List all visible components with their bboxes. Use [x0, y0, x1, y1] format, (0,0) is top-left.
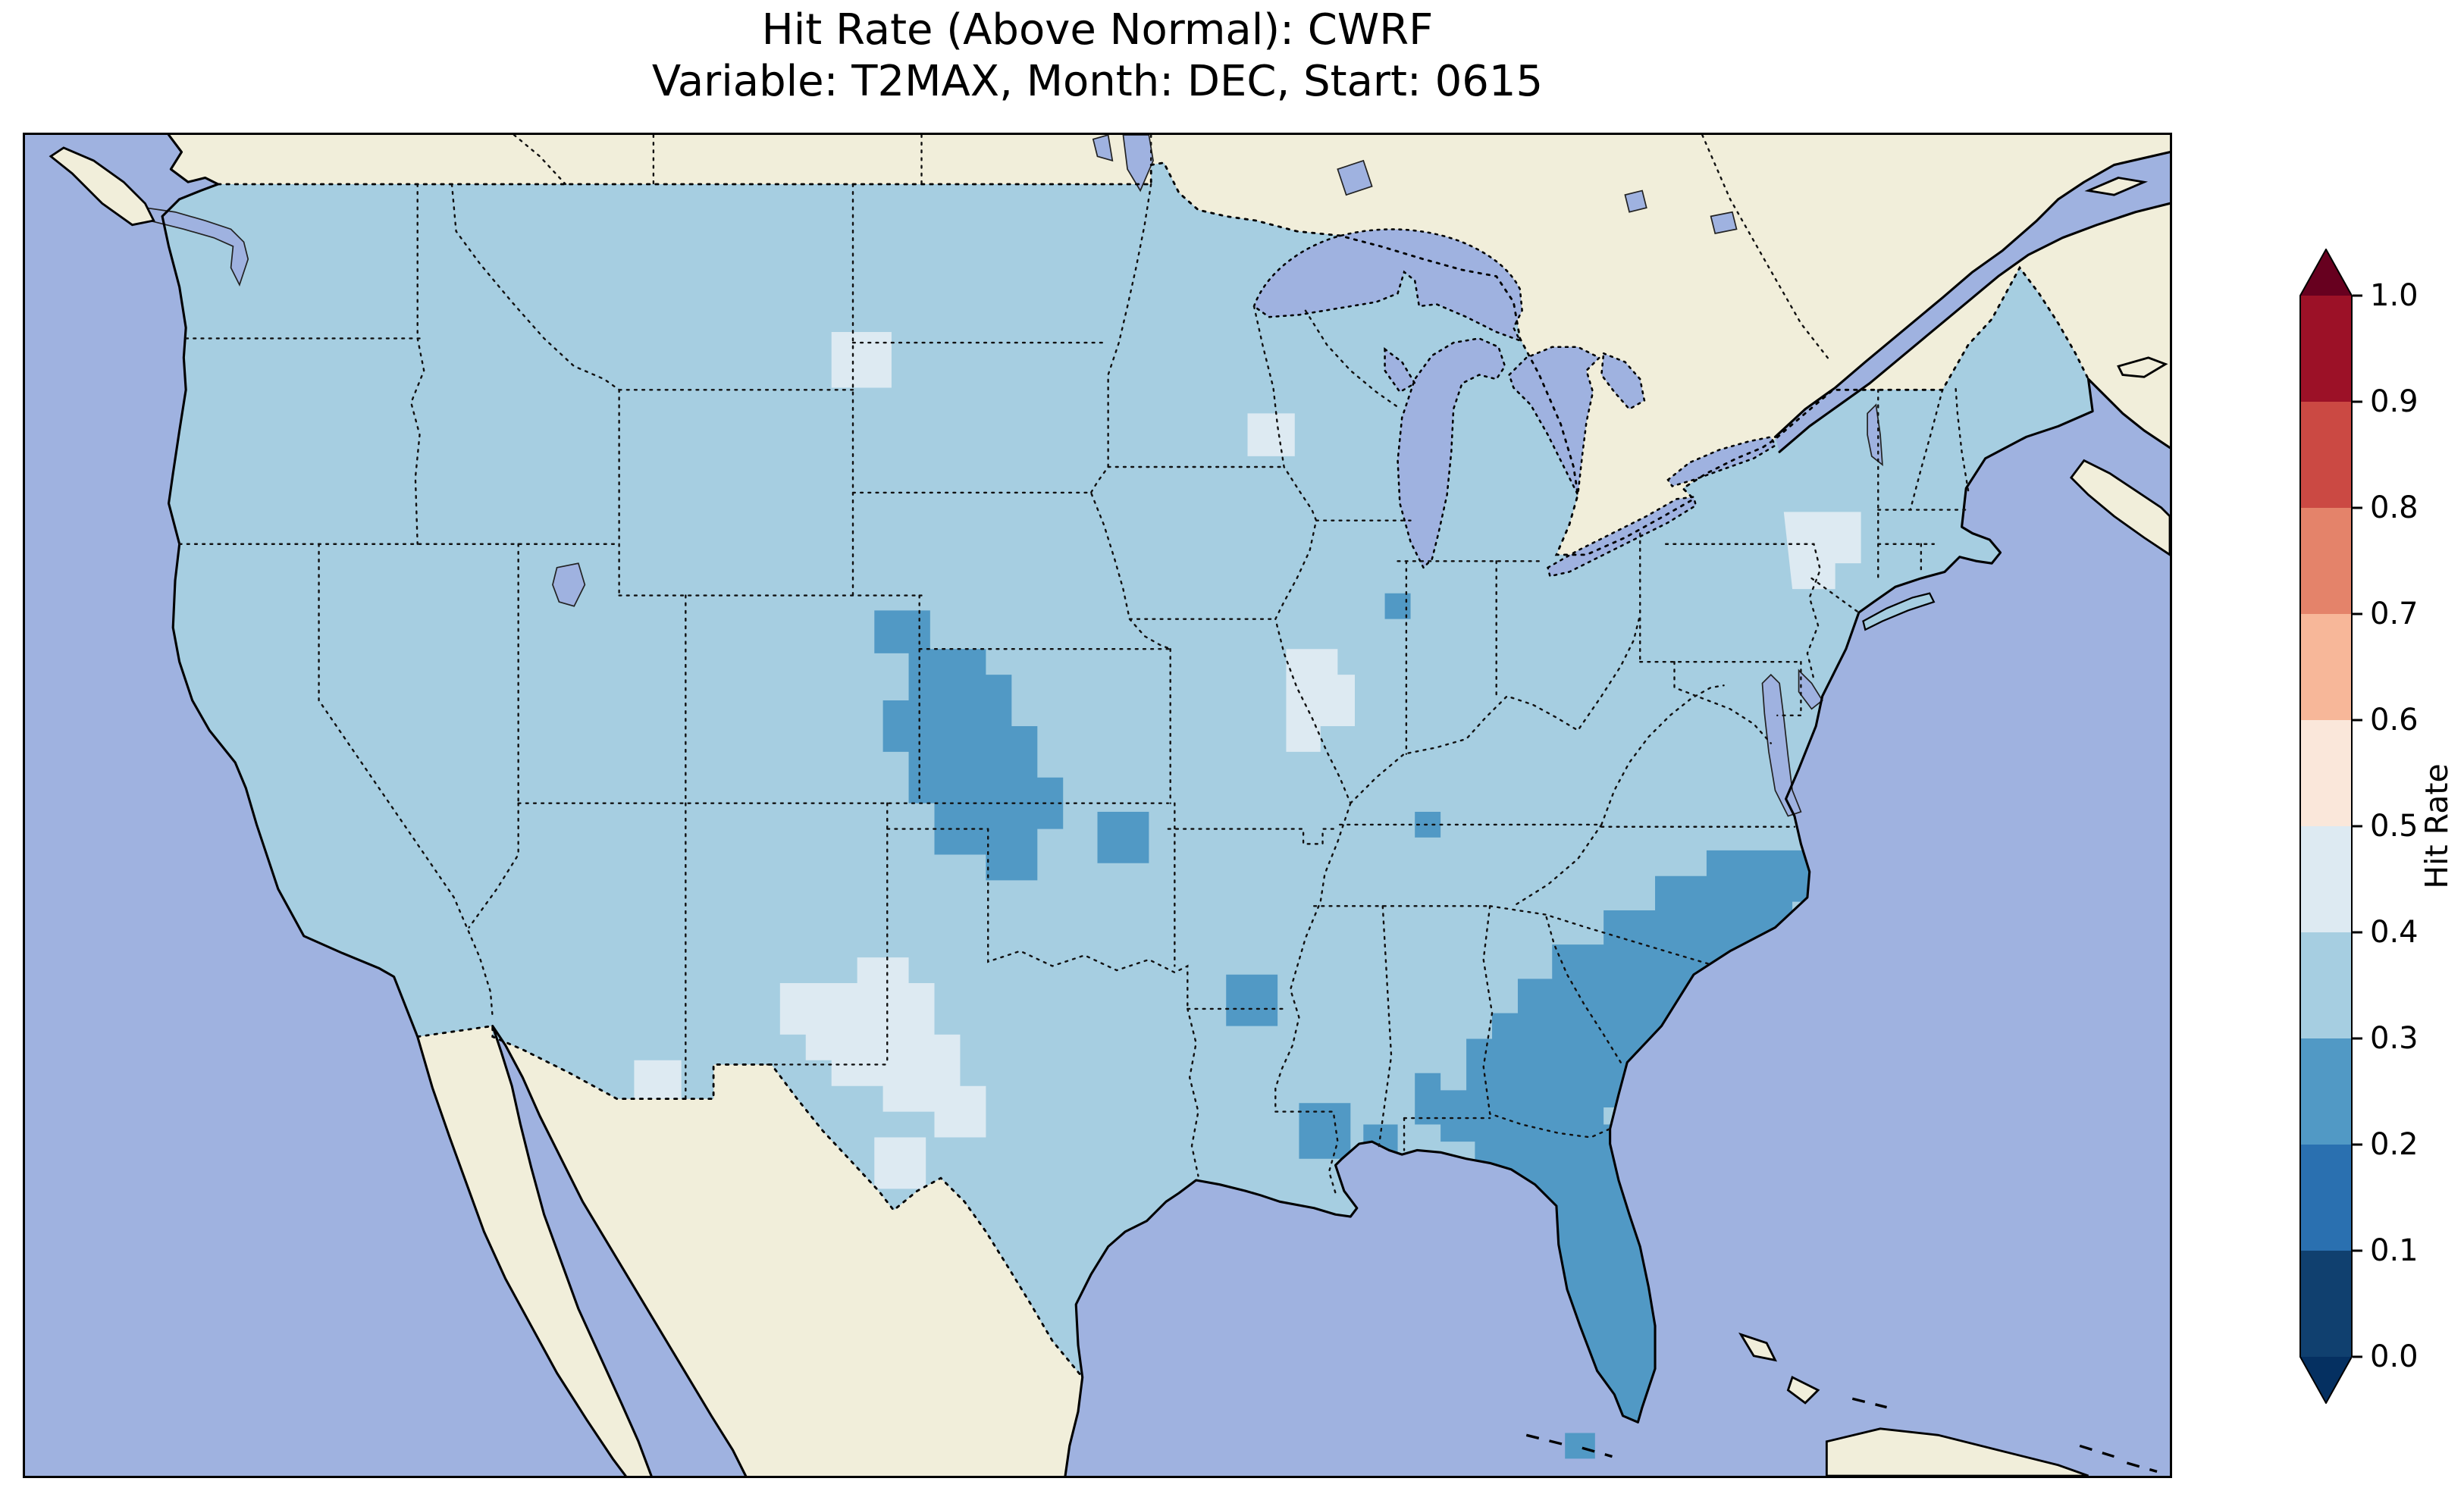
colorbar-tick-mark — [2353, 1355, 2362, 1358]
colorbar-band — [2300, 720, 2352, 826]
colorbar-band — [2300, 1038, 2352, 1145]
mexico-baja-landmass — [417, 1026, 652, 1476]
colorbar-tick-label: 0.1 — [2370, 1233, 2419, 1268]
colorbar-tick-label: 1.0 — [2370, 278, 2419, 313]
colorbar-tick-label: 0.9 — [2370, 384, 2419, 419]
us-mexico-border — [416, 1024, 1084, 1379]
colorbar-tick-label: 0.0 — [2370, 1339, 2419, 1374]
colorbar-band — [2300, 296, 2352, 402]
colorbar — [2299, 249, 2353, 1404]
colorbar-tick-mark — [2353, 506, 2362, 509]
colorbar-band — [2300, 508, 2352, 614]
hit-rate-cells-04-05 — [539, 331, 1861, 1189]
us-canada-border — [217, 161, 2089, 556]
islands-canada-caribbean — [49, 146, 2170, 1476]
hit-rate-cell-patches — [539, 331, 1861, 1423]
province-borders — [513, 135, 1832, 363]
colorbar-tick-label: 0.2 — [2370, 1127, 2419, 1162]
state-borders — [178, 183, 1970, 1195]
colorbar-axis-label: Hit Rate — [2419, 763, 2455, 889]
colorbar-tick-label: 0.7 — [2370, 597, 2419, 631]
hit-rate-cells-02-03 — [874, 593, 1819, 1423]
hit-rate-cell-florida-keys — [1565, 1433, 1595, 1459]
colorbar-tick-mark — [2353, 825, 2362, 828]
st-lawrence-water — [1775, 152, 2170, 453]
colorbar-tick-mark — [2353, 1249, 2362, 1252]
colorbar-outline — [2299, 249, 2353, 1404]
figure-title-line1: Hit Rate (Above Normal): CWRF — [761, 5, 1434, 55]
colorbar-band — [2300, 1145, 2352, 1251]
figure-title: Hit Rate (Above Normal): CWRF Variable: … — [23, 5, 2172, 108]
colorbar-over-arrow — [2299, 249, 2353, 296]
great-lakes — [1252, 228, 1777, 578]
map-axes-frame — [23, 133, 2172, 1478]
colorbar-tick-mark — [2353, 612, 2362, 615]
conus-hit-rate-map — [25, 135, 2170, 1476]
colorbar-tick-mark — [2353, 931, 2362, 934]
colorbar-tick-label: 0.6 — [2370, 703, 2419, 738]
colorbar-under-arrow — [2299, 1357, 2353, 1404]
colorbar-tick-mark — [2353, 719, 2362, 722]
canada-landmass — [168, 135, 2170, 555]
colorbar-tick-mark — [2353, 1143, 2362, 1146]
colorbar-tick-label: 0.5 — [2370, 809, 2419, 844]
coastlines — [161, 135, 2170, 1476]
colorbar-tick-label: 0.4 — [2370, 915, 2419, 950]
colorbar-tick-mark — [2353, 1037, 2362, 1040]
colorbar-tick-label: 0.3 — [2370, 1021, 2419, 1056]
colorbar-band — [2300, 614, 2352, 720]
colorbar-tick-label: 0.8 — [2370, 490, 2419, 525]
long-island — [1862, 592, 1936, 631]
colorbar-tick-mark — [2353, 294, 2362, 297]
colorbar-tick-mark — [2353, 400, 2362, 403]
colorbar-band — [2300, 402, 2352, 508]
mexico-mainland — [492, 1026, 1083, 1476]
figure-title-line2: Variable: T2MAX, Month: DEC, Start: 0615 — [651, 57, 1544, 107]
colorbar-band — [2300, 1251, 2352, 1357]
colorbar-band — [2300, 932, 2352, 1038]
colorbar-band — [2300, 826, 2352, 932]
colorbar-bands — [2300, 296, 2352, 1357]
